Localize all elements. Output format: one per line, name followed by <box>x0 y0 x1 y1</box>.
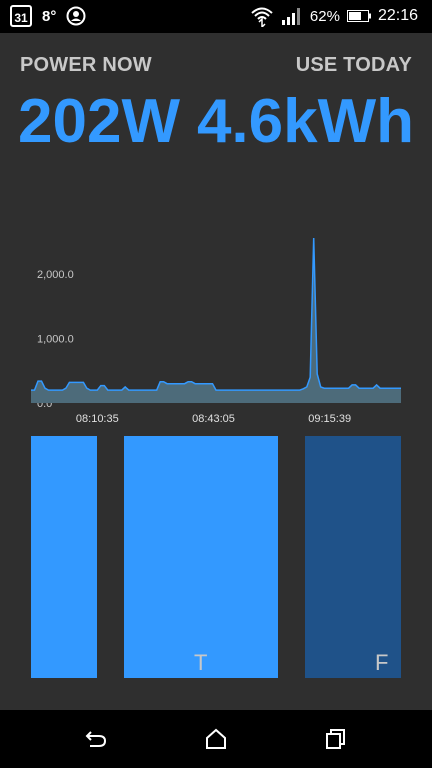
status-left: 31 8° <box>10 5 86 27</box>
wifi-icon <box>251 7 273 27</box>
y-tick-label: 2,000.0 <box>37 269 74 281</box>
back-icon[interactable] <box>84 727 108 751</box>
power-line <box>31 237 401 391</box>
day-bar-1[interactable] <box>31 436 97 678</box>
status-right: 62% 22:16 <box>250 5 418 27</box>
use-today-value: 4.6kWh <box>196 87 414 156</box>
day-bar-3[interactable]: F <box>305 436 401 678</box>
calendar-day: 31 <box>14 10 28 25</box>
day-bar-2[interactable]: T <box>124 436 278 678</box>
navigation-bar <box>0 710 432 768</box>
recents-icon[interactable] <box>324 727 348 751</box>
day-bar-2-letter: T <box>194 650 208 675</box>
x-tick-label: 08:43:05 <box>192 413 235 425</box>
clock: 22:16 <box>377 7 418 24</box>
status-bar: 31 8° 62% <box>0 0 432 33</box>
signal-icon <box>281 8 300 25</box>
power-area <box>31 238 401 403</box>
x-tick-label: 09:15:39 <box>308 413 351 425</box>
battery-percent: 62% <box>309 7 340 25</box>
use-today-label: USE TODAY <box>295 54 412 76</box>
y-tick-label: 1,000.0 <box>37 334 74 346</box>
day-bar-3-letter: F <box>375 650 389 675</box>
power-now-label: POWER NOW <box>20 54 152 76</box>
battery-icon <box>346 10 371 22</box>
account-icon <box>66 6 86 26</box>
power-chart[interactable]: 2,000.01,000.00.008:10:35 08:43:05 09:15:3… <box>0 230 432 430</box>
x-tick-label: 08:10:35 <box>76 413 119 425</box>
calendar-icon: 31 <box>10 5 32 27</box>
home-icon[interactable] <box>204 727 228 751</box>
temperature: 8° <box>42 7 57 25</box>
power-now-value: 202W <box>18 87 180 156</box>
